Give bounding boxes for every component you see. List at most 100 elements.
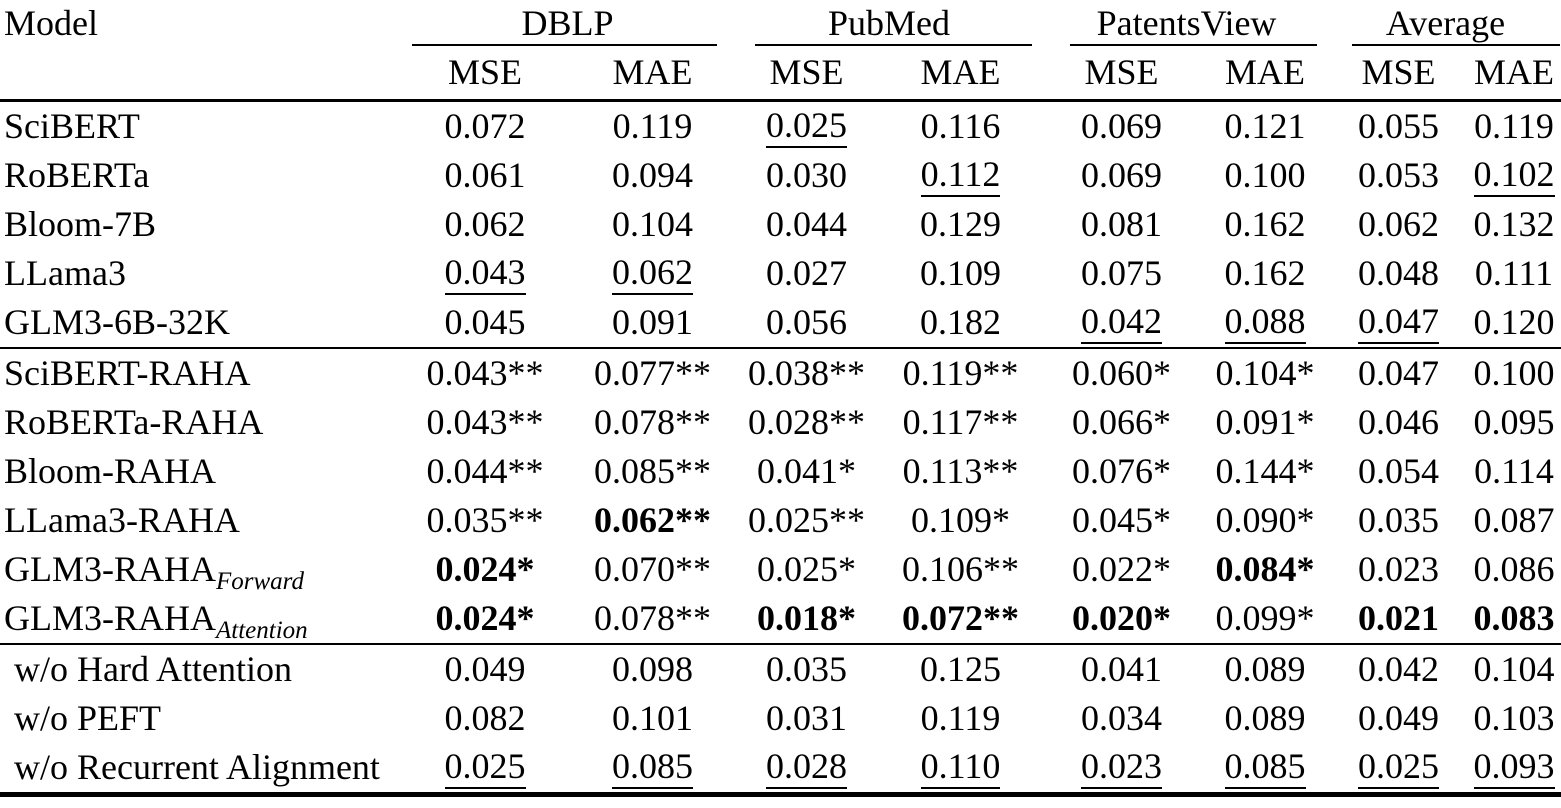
table-row: LLama3-RAHA 0.035** 0.062** 0.025** 0.109* 0.… bbox=[0, 496, 1561, 545]
metric-value: 0.132 bbox=[1473, 204, 1555, 244]
metric-value-cell: 0.125 bbox=[878, 642, 1044, 694]
metric-value: 0.106** bbox=[902, 549, 1019, 589]
metric-value-cell: 0.049 bbox=[400, 642, 570, 694]
metric-value: 0.075 bbox=[1081, 253, 1163, 293]
metric-value-cell: 0.031 bbox=[735, 694, 878, 743]
metric-value: 0.044** bbox=[426, 451, 544, 491]
metric-value: 0.072** bbox=[902, 598, 1019, 638]
metric-value: 0.024* bbox=[435, 549, 535, 589]
metric-value: 0.047 bbox=[1358, 353, 1440, 393]
metric-value-cell: 0.062 bbox=[400, 200, 570, 249]
table-header: Model DBLP PubMed PatentsView Average MS… bbox=[0, 0, 1561, 102]
group-label-pubmed: PubMed bbox=[828, 3, 951, 43]
metric-value-cell: 0.054 bbox=[1330, 447, 1467, 496]
group-label-average: Average bbox=[1385, 3, 1506, 43]
metric-value-cell: 0.119 bbox=[1467, 100, 1561, 151]
metric-value-cell: 0.069 bbox=[1043, 100, 1200, 151]
metric-value: 0.109 bbox=[920, 253, 1001, 293]
metric-value: 0.035** bbox=[426, 500, 544, 540]
model-name-cell: LLama3 bbox=[4, 253, 126, 293]
metric-value-cell: 0.060* bbox=[1043, 346, 1201, 398]
metric-header: MSE bbox=[400, 46, 570, 102]
metric-value: 0.182 bbox=[920, 302, 1001, 342]
metric-value: 0.021 bbox=[1358, 598, 1440, 638]
metric-value-cell: 0.053 bbox=[1330, 151, 1467, 200]
metric-value: 0.031 bbox=[766, 698, 847, 738]
metric-value-cell: 0.028 bbox=[735, 742, 878, 797]
metric-value: 0.086 bbox=[1473, 549, 1555, 589]
model-name-subscript: Forward bbox=[216, 568, 304, 596]
metric-value-cell: 0.035** bbox=[400, 496, 570, 545]
metric-value-cell: 0.120 bbox=[1467, 298, 1561, 348]
metric-value: 0.103 bbox=[1473, 698, 1555, 738]
metric-value: 0.028 bbox=[766, 747, 847, 790]
metric-value-cell: 0.144* bbox=[1200, 447, 1330, 496]
metric-value: 0.100 bbox=[1473, 353, 1555, 393]
metric-value: 0.162 bbox=[1224, 253, 1306, 293]
metric-value: 0.066* bbox=[1072, 402, 1172, 442]
metric-value-cell: 0.098 bbox=[570, 642, 735, 694]
metric-value: 0.119 bbox=[920, 698, 1001, 738]
metric-value: 0.041 bbox=[1081, 649, 1163, 689]
table-row: GLM3-RAHAAttention 0.024* 0.078** 0.018* 0.0… bbox=[0, 594, 1561, 644]
metric-value: 0.046 bbox=[1358, 402, 1440, 442]
metric-value: 0.023 bbox=[1358, 549, 1440, 589]
metric-value: 0.070** bbox=[594, 549, 711, 589]
metric-value-cell: 0.047 bbox=[1330, 346, 1468, 398]
metric-value-cell: 0.095 bbox=[1467, 398, 1561, 447]
metric-value-cell: 0.035 bbox=[1330, 496, 1467, 545]
section-baselines: SciBERT 0.072 0.119 0.025 0.116 0.069 0.121 0.0… bbox=[0, 100, 1561, 348]
metric-header-row: MSE MAE MSE MAE MSE MAE MSE MAE bbox=[0, 46, 1561, 102]
metric-value-cell: 0.081 bbox=[1043, 200, 1200, 249]
metric-value-cell: 0.083 bbox=[1467, 594, 1561, 644]
metric-value: 0.062 bbox=[1358, 204, 1440, 244]
table-row: GLM3-6B-32K 0.045 0.091 0.056 0.182 0.042 0.08… bbox=[0, 298, 1561, 348]
table-row: w/o PEFT 0.082 0.101 0.031 0.119 0.034 0.089 0.… bbox=[0, 694, 1561, 743]
metric-value-cell: 0.024* bbox=[400, 545, 570, 594]
metric-value: 0.060* bbox=[1072, 353, 1172, 393]
section-ablations: w/o Hard Attention 0.049 0.098 0.035 0.125 0.… bbox=[0, 642, 1561, 797]
metric-value: 0.083 bbox=[1473, 598, 1555, 638]
metric-value: 0.116 bbox=[920, 106, 1001, 146]
metric-value: 0.035 bbox=[1358, 500, 1440, 540]
metric-value: 0.104* bbox=[1215, 353, 1315, 393]
metric-value: 0.121 bbox=[1224, 106, 1306, 146]
metric-value-cell: 0.062** bbox=[570, 496, 735, 545]
metric-value: 0.094 bbox=[612, 155, 693, 195]
metric-value: 0.045 bbox=[444, 302, 526, 342]
metric-value-cell: 0.077** bbox=[570, 346, 735, 398]
metric-value: 0.042 bbox=[1358, 649, 1440, 689]
metric-value: 0.113** bbox=[902, 451, 1019, 491]
metric-value: 0.069 bbox=[1081, 106, 1163, 146]
table-row: RoBERTa-RAHA 0.043** 0.078** 0.028** 0.117**… bbox=[0, 398, 1561, 447]
metric-value-cell: 0.034 bbox=[1043, 694, 1200, 743]
metric-value: 0.041* bbox=[757, 451, 856, 491]
metric-value-cell: 0.043 bbox=[400, 249, 570, 298]
metric-value: 0.091* bbox=[1215, 402, 1315, 442]
metric-value: 0.028** bbox=[748, 402, 865, 442]
metric-value-cell: 0.102 bbox=[1467, 151, 1561, 200]
metric-value-cell: 0.025 bbox=[1330, 742, 1468, 797]
model-name-subscript: Attention bbox=[216, 617, 308, 645]
metric-value-cell: 0.045 bbox=[400, 298, 570, 348]
metric-value: 0.023 bbox=[1081, 747, 1163, 790]
group-underline-rule bbox=[1352, 44, 1561, 46]
metric-value-cell: 0.072 bbox=[400, 100, 570, 151]
table-row: SciBERT-RAHA 0.043** 0.077** 0.038** 0.119**… bbox=[0, 346, 1561, 398]
metric-value-cell: 0.061 bbox=[400, 151, 570, 200]
metric-value: 0.089 bbox=[1224, 698, 1306, 738]
metric-value: 0.162 bbox=[1224, 204, 1306, 244]
metric-value: 0.018* bbox=[757, 598, 856, 638]
column-group-pubmed: PubMed bbox=[735, 0, 1043, 46]
metric-value: 0.072 bbox=[444, 106, 526, 146]
metric-value-cell: 0.041 bbox=[1043, 642, 1201, 694]
metric-value-cell: 0.117** bbox=[878, 398, 1043, 447]
metric-header: MAE bbox=[1467, 46, 1561, 102]
model-name-cell: w/o Recurrent Alignment bbox=[0, 742, 400, 797]
metric-value: 0.114 bbox=[1474, 451, 1554, 491]
table-row: SciBERT 0.072 0.119 0.025 0.116 0.069 0.121 0.0… bbox=[0, 100, 1561, 151]
metric-value: 0.045* bbox=[1072, 500, 1172, 540]
metric-value-cell: 0.085** bbox=[570, 447, 735, 496]
metric-value: 0.069 bbox=[1081, 155, 1163, 195]
